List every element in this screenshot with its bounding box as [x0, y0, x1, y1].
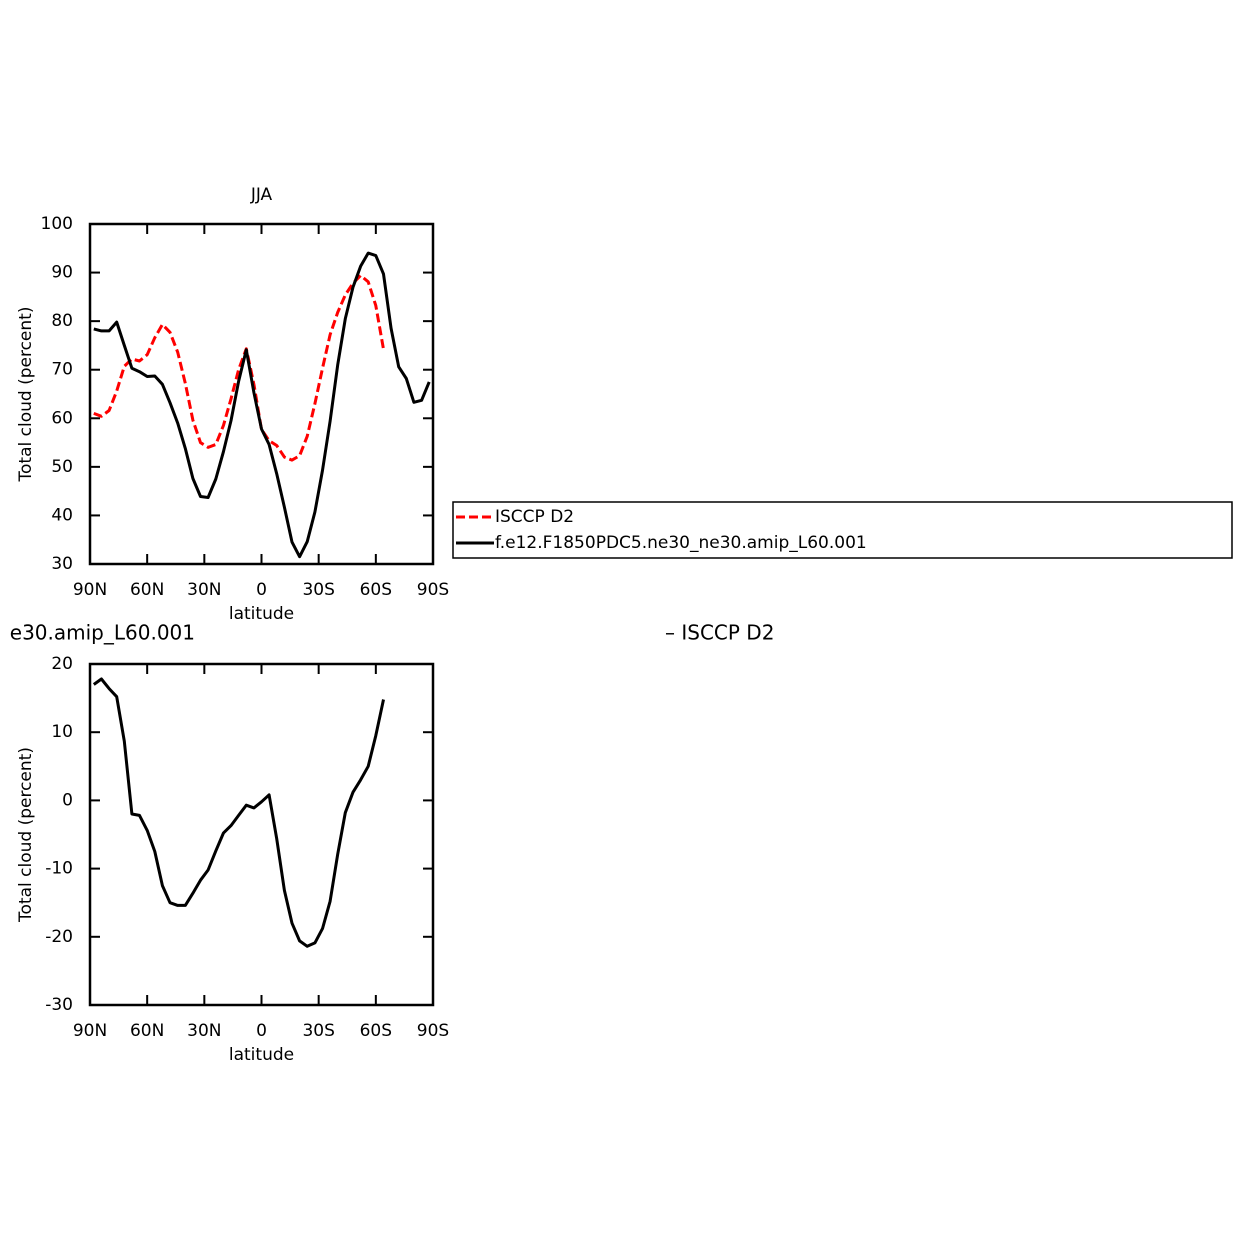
y-tick-label: 90	[51, 263, 73, 283]
y-tick-label: 60	[51, 408, 73, 428]
y-tick-label: 0	[62, 790, 73, 810]
x-tick-label: 60S	[360, 580, 392, 600]
x-tick-label: 30S	[302, 580, 334, 600]
x-tick-label: 30S	[302, 1021, 334, 1041]
x-tick-label: 30N	[187, 580, 221, 600]
legend-label: f.e12.F1850PDC5.ne30_ne30.amip_L60.001	[495, 533, 867, 553]
series-line	[92, 677, 385, 948]
x-tick-label: 60N	[130, 1021, 164, 1041]
y-tick-label: -10	[45, 859, 73, 879]
y-tick-label: -30	[45, 995, 73, 1015]
x-tick-label: 90S	[417, 1021, 449, 1041]
y-tick-label: -20	[45, 927, 73, 947]
chart-title: – ISCCP D2	[665, 621, 774, 645]
y-axis-label: Total cloud (percent)	[16, 747, 36, 923]
x-tick-label: 0	[256, 580, 267, 600]
x-tick-label: 90S	[417, 580, 449, 600]
y-tick-label: 50	[51, 457, 73, 477]
x-axis-label: latitude	[229, 604, 294, 624]
series-line	[93, 251, 431, 559]
legend-label: ISCCP D2	[495, 507, 574, 527]
x-tick-label: 90N	[73, 1021, 107, 1041]
y-tick-label: 80	[51, 311, 73, 331]
y-tick-label: 30	[51, 554, 73, 574]
x-axis-label: latitude	[229, 1045, 294, 1065]
x-tick-label: 0	[256, 1021, 267, 1041]
plot-frame	[88, 222, 435, 566]
y-tick-label: 70	[51, 360, 73, 380]
series-line	[93, 274, 385, 462]
x-tick-label: 60S	[360, 1021, 392, 1041]
y-tick-label: 100	[41, 214, 73, 234]
legend-box	[452, 501, 1233, 559]
x-tick-label: 60N	[130, 580, 164, 600]
x-tick-label: 90N	[73, 580, 107, 600]
chart-title: JJA	[250, 185, 273, 205]
y-tick-label: 20	[51, 654, 73, 674]
x-tick-label: 30N	[187, 1021, 221, 1041]
legend: ISCCP D2 f.e12.F1850PDC5.ne30_ne30.amip_L…	[452, 501, 1233, 559]
chart-title: e30.amip_L60.001	[10, 621, 195, 645]
plot-frame	[88, 662, 435, 1007]
y-tick-label: 10	[51, 722, 73, 742]
y-axis-label: Total cloud (percent)	[16, 307, 36, 483]
y-tick-label: 40	[51, 505, 73, 525]
